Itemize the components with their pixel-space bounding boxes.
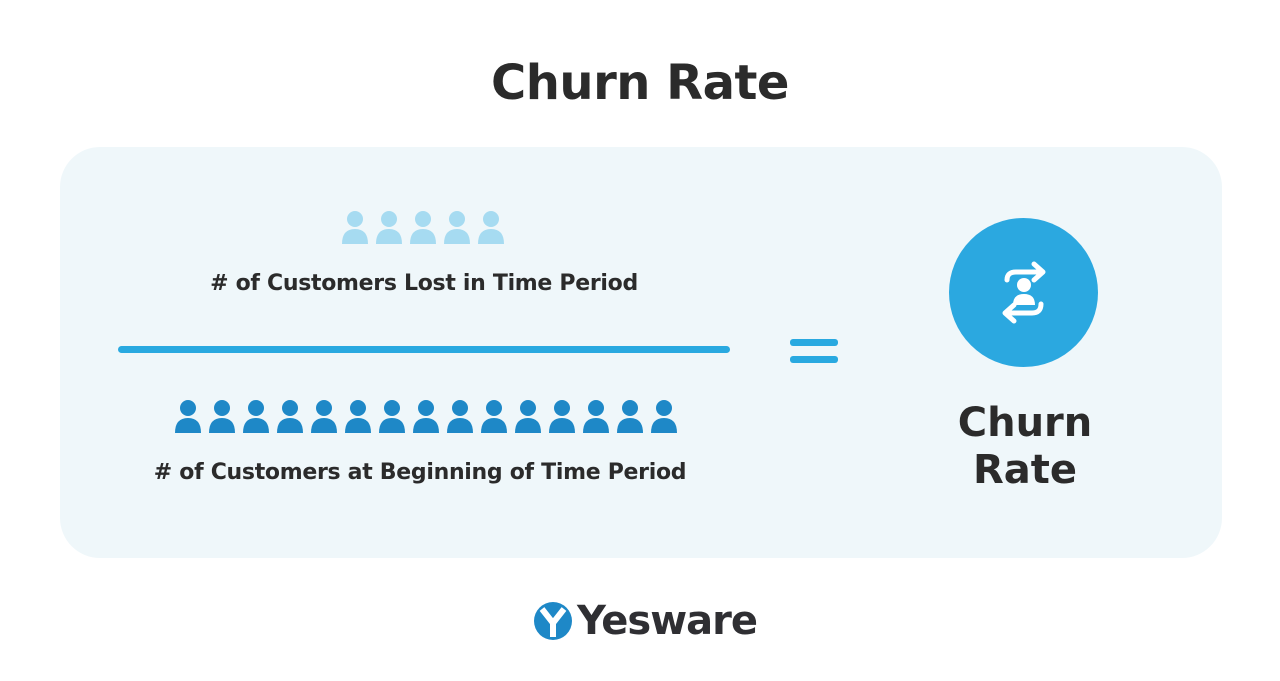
person-icon — [273, 400, 307, 433]
person-icon — [511, 400, 545, 433]
denominator-label: # of Customers at Beginning of Time Peri… — [153, 460, 687, 485]
numerator-label: # of Customers Lost in Time Period — [210, 271, 638, 296]
page-title: Churn Rate — [491, 55, 789, 111]
denominator-icons — [171, 400, 681, 433]
logo-text: Yesware — [577, 598, 758, 644]
person-icon — [579, 400, 613, 433]
numerator-icons — [338, 211, 508, 244]
person-icon — [474, 211, 508, 244]
fraction-bar — [118, 346, 730, 353]
churn-icon-circle — [949, 218, 1098, 367]
customer-exchange-icon — [1002, 261, 1045, 323]
person-icon — [205, 400, 239, 433]
person-icon — [341, 400, 375, 433]
person-icon — [375, 400, 409, 433]
person-icon — [171, 400, 205, 433]
person-icon — [239, 400, 273, 433]
person-icon — [440, 211, 474, 244]
person-icon — [406, 211, 440, 244]
person-icon — [338, 211, 372, 244]
person-icon — [443, 400, 477, 433]
person-icon — [307, 400, 341, 433]
yesware-logo-icon — [534, 602, 572, 640]
person-icon — [647, 400, 681, 433]
person-icon — [372, 211, 406, 244]
person-icon — [409, 400, 443, 433]
person-icon — [477, 400, 511, 433]
person-icon — [613, 400, 647, 433]
yesware-logo: Yesware — [533, 598, 758, 644]
result-line-2: Rate — [972, 447, 1078, 493]
person-icon — [545, 400, 579, 433]
result-line-1: Churn — [957, 400, 1093, 446]
result-label: Churn Rate — [930, 400, 1120, 494]
